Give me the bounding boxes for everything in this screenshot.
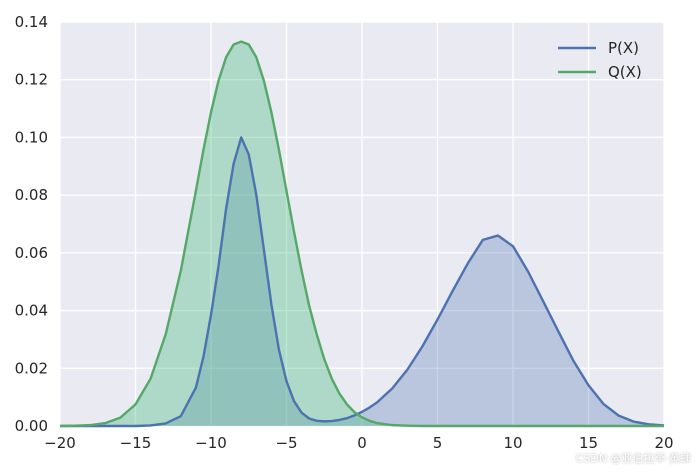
x-tick-label: 10 bbox=[503, 434, 522, 452]
legend-label: P(X) bbox=[608, 39, 639, 57]
y-tick-label: 0.04 bbox=[15, 302, 48, 320]
watermark: CSDN @亚伯拉罕·黄肆 bbox=[575, 452, 691, 465]
y-tick-label: 0.00 bbox=[15, 417, 48, 435]
x-tick-label: 0 bbox=[357, 434, 367, 452]
series-area-q bbox=[60, 41, 664, 427]
series-line-q bbox=[59, 40, 664, 428]
x-tick-label: 15 bbox=[579, 434, 598, 452]
y-tick-label: 0.14 bbox=[15, 13, 48, 31]
series-line-p bbox=[60, 136, 665, 428]
y-tick-label: 0.08 bbox=[15, 186, 48, 204]
x-tick-label: −5 bbox=[275, 434, 297, 452]
y-tick-label: 0.06 bbox=[15, 244, 48, 262]
y-tick-label: 0.10 bbox=[15, 128, 48, 146]
legend: P(X) Q(X) bbox=[558, 39, 642, 81]
y-tick-label: 0.02 bbox=[15, 359, 48, 377]
x-axis-ticks: −20 −15 −10 −5 0 5 10 15 20 bbox=[44, 434, 673, 452]
x-tick-label: 20 bbox=[654, 434, 673, 452]
y-tick-label: 0.12 bbox=[15, 71, 48, 89]
series-area-p bbox=[60, 137, 664, 426]
x-tick-label: −15 bbox=[120, 434, 152, 452]
x-tick-label: −10 bbox=[195, 434, 227, 452]
series-areas bbox=[60, 41, 664, 427]
y-axis-ticks: 0.00 0.02 0.04 0.06 0.08 0.10 0.12 0.14 bbox=[15, 13, 48, 435]
x-tick-label: −20 bbox=[44, 434, 76, 452]
series-lines bbox=[59, 40, 665, 428]
legend-label: Q(X) bbox=[608, 63, 642, 81]
x-tick-label: 5 bbox=[433, 434, 443, 452]
